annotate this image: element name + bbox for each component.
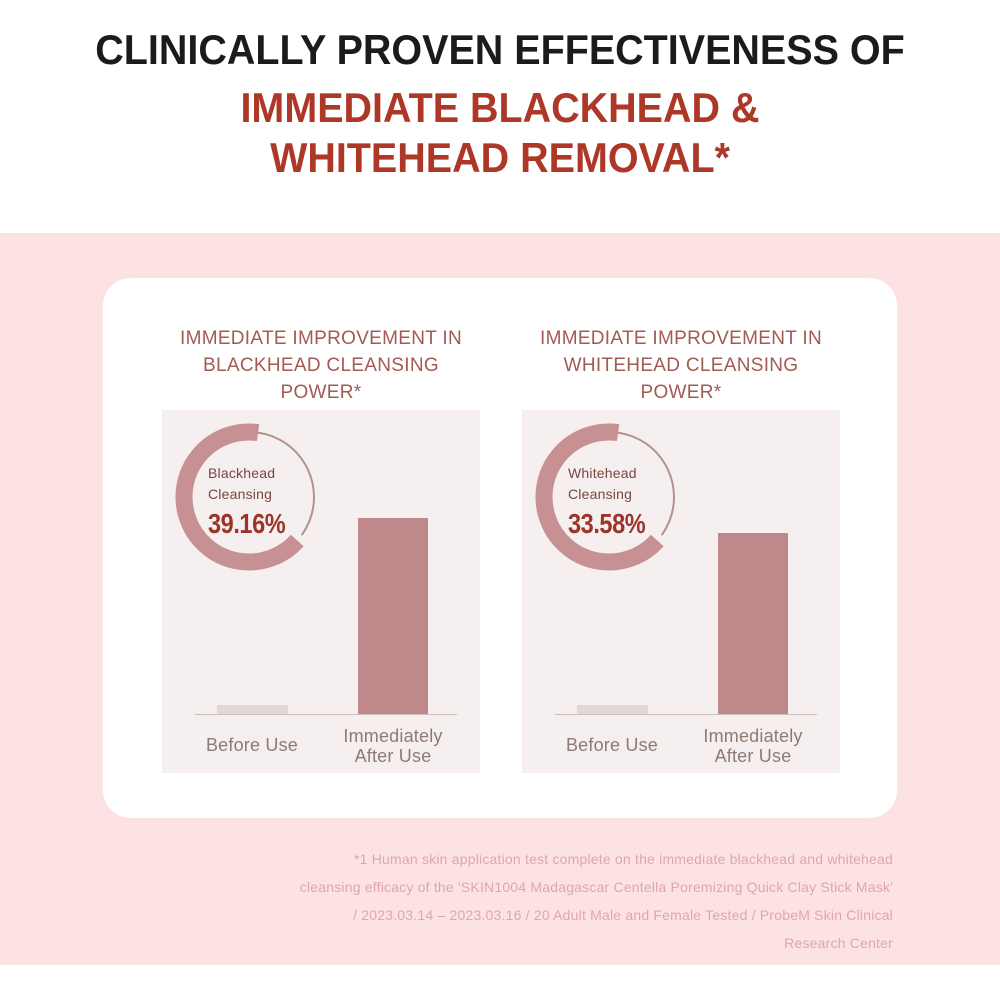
- gauge-value: 33.58%: [568, 508, 646, 539]
- blackhead-panel: IMMEDIATE IMPROVEMENT IN BLACKHEAD CLEAN…: [162, 278, 480, 818]
- gauge-value: 39.16%: [208, 508, 286, 539]
- gauge-thick-arc: [175, 423, 304, 571]
- heading-line1: IMMEDIATE IMPROVEMENT IN: [539, 328, 822, 349]
- footnote: *1 Human skin application test complete …: [299, 851, 893, 951]
- bar-label-after-line1: Immediately: [703, 726, 803, 746]
- bar-label-after-line2: After Use: [354, 746, 432, 766]
- axis-baseline: [195, 714, 457, 715]
- whitehead-chart-area: Whitehead Cleansing 33.58% Before Use Im…: [522, 410, 840, 773]
- blackhead-donut-gauge: [175, 423, 315, 571]
- bar-before: [577, 704, 648, 714]
- bar-before: [217, 704, 288, 714]
- bar-label-before: Before Use: [565, 735, 659, 755]
- whitehead-panel-heading: IMMEDIATE IMPROVEMENT IN WHITEHEAD CLEAN…: [522, 325, 840, 406]
- whitehead-panel: IMMEDIATE IMPROVEMENT IN WHITEHEAD CLEAN…: [522, 278, 840, 818]
- blackhead-gauge-text: Blackhead Cleansing 39.16%: [208, 463, 300, 540]
- charts-card: IMMEDIATE IMPROVEMENT IN BLACKHEAD CLEAN…: [103, 278, 897, 818]
- heading-line2: WHITEHEAD CLEANSING POWER*: [563, 355, 799, 403]
- blackhead-panel-heading: IMMEDIATE IMPROVEMENT IN BLACKHEAD CLEAN…: [162, 325, 480, 406]
- gauge-label: Blackhead Cleansing: [208, 463, 300, 505]
- gauge-thick-arc: [535, 423, 664, 571]
- whitehead-gauge-text: Whitehead Cleansing 33.58%: [568, 463, 660, 540]
- gauge-label-line1: Whitehead: [568, 465, 637, 481]
- heading-line1: IMMEDIATE IMPROVEMENT IN: [179, 328, 462, 349]
- page-title: CLINICALLY PROVEN EFFECTIVENESS OF: [95, 26, 905, 73]
- gauge-thin-arc: [253, 431, 315, 536]
- bar-label-after: Immediately After Use: [323, 726, 463, 766]
- gauge-label-line2: Cleansing: [568, 486, 633, 502]
- heading-line2: BLACKHEAD CLEANSING POWER*: [203, 355, 439, 403]
- bar-label-before: Before Use: [205, 735, 299, 755]
- gauge-label-line1: Blackhead: [208, 465, 276, 481]
- bar-after: [718, 533, 788, 714]
- gauge-label-line2: Cleansing: [208, 486, 273, 502]
- axis-baseline: [555, 714, 817, 715]
- gauge-label: Whitehead Cleansing: [568, 463, 660, 505]
- bar-label-after: Immediately After Use: [683, 726, 823, 766]
- bar-after: [358, 518, 428, 714]
- blackhead-chart-area: Blackhead Cleansing 39.16% Before Use Im…: [162, 410, 480, 773]
- page-subtitle-line1: IMMEDIATE BLACKHEAD &: [240, 84, 760, 131]
- gauge-thin-arc: [613, 431, 675, 536]
- bar-label-after-line1: Immediately: [343, 726, 443, 746]
- whitehead-donut-gauge: [535, 423, 675, 571]
- page-subtitle-line2: WHITEHEAD REMOVAL*: [270, 134, 730, 181]
- pink-background-band: IMMEDIATE IMPROVEMENT IN BLACKHEAD CLEAN…: [0, 233, 1000, 965]
- bar-label-after-line2: After Use: [714, 746, 792, 766]
